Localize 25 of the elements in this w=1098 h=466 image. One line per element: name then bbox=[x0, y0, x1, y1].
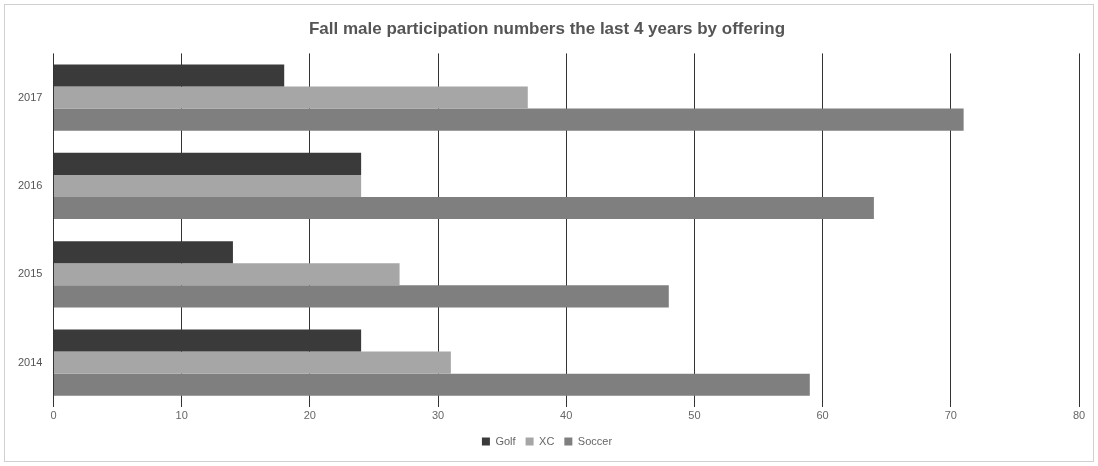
bar bbox=[53, 263, 400, 286]
x-tick-label: 80 bbox=[1072, 409, 1086, 422]
y-tick-label: 2016 bbox=[17, 178, 43, 191]
bar bbox=[53, 86, 528, 109]
x-tick-label: 50 bbox=[688, 409, 701, 422]
chart-title: Fall male participation numbers the last 4 years by offering bbox=[308, 18, 786, 38]
legend-label: Soccer bbox=[577, 434, 613, 447]
y-tick-label: 2017 bbox=[17, 90, 43, 103]
x-tick-label: 40 bbox=[560, 409, 573, 422]
x-tick-label: 70 bbox=[944, 409, 957, 422]
y-tick-label: 2015 bbox=[17, 267, 43, 280]
bar bbox=[53, 196, 874, 220]
x-tick-label: 20 bbox=[303, 409, 316, 422]
bar bbox=[53, 351, 451, 374]
x-tick-label: 10 bbox=[175, 409, 188, 422]
x-tick-label: 60 bbox=[816, 409, 829, 422]
x-tick-label: 0 bbox=[50, 409, 57, 422]
bar bbox=[53, 174, 362, 197]
legend-label: Golf bbox=[495, 434, 517, 447]
y-tick-label: 2014 bbox=[17, 355, 43, 368]
legend-label: XC bbox=[539, 434, 555, 447]
bar bbox=[53, 285, 669, 308]
bar bbox=[53, 108, 964, 131]
x-tick-label: 30 bbox=[431, 409, 445, 422]
bar bbox=[53, 373, 810, 396]
